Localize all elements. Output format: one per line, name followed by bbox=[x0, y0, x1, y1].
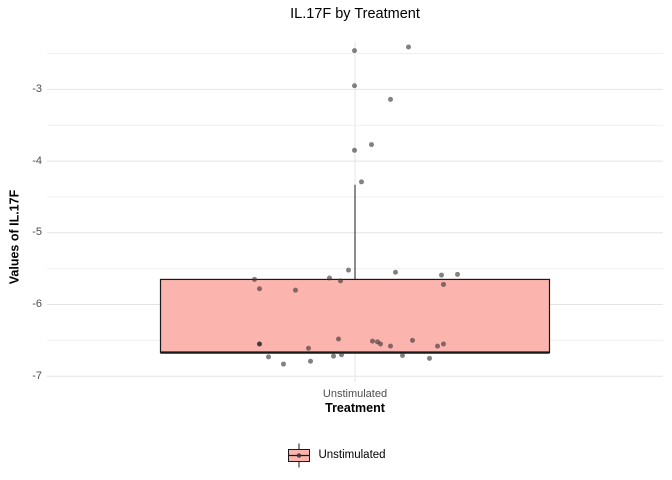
jitter-point bbox=[441, 341, 446, 347]
box bbox=[159, 278, 551, 354]
jitter-point bbox=[410, 337, 415, 343]
jitter-point bbox=[439, 272, 444, 278]
jitter-point bbox=[331, 353, 336, 359]
jitter-point bbox=[388, 96, 393, 102]
jitter-point bbox=[388, 343, 393, 349]
legend-item-label: Unstimulated bbox=[318, 449, 386, 461]
jitter-point bbox=[359, 179, 364, 185]
jitter-point bbox=[455, 271, 460, 277]
jitter-point bbox=[441, 281, 446, 287]
jitter-point bbox=[306, 345, 311, 351]
jitter-point bbox=[336, 336, 341, 342]
jitter-point bbox=[352, 83, 357, 89]
jitter-point bbox=[370, 338, 375, 344]
jitter-point bbox=[327, 275, 332, 281]
jitter-point bbox=[339, 352, 344, 358]
x-axis-title: Treatment bbox=[325, 401, 385, 415]
y-tick-label: -5 bbox=[32, 226, 42, 239]
chart-title: IL.17F by Treatment bbox=[290, 6, 420, 22]
jitter-point bbox=[427, 355, 432, 361]
legend: Unstimulated bbox=[0, 440, 672, 470]
jitter-point bbox=[293, 287, 298, 293]
jitter-point bbox=[400, 352, 405, 358]
y-tick-label: -7 bbox=[32, 369, 42, 382]
jitter-point bbox=[393, 269, 398, 275]
jitter-point bbox=[308, 358, 313, 364]
jitter-point bbox=[346, 267, 351, 273]
jitter-point bbox=[252, 276, 257, 282]
jitter-point bbox=[378, 341, 383, 347]
jitter-point bbox=[338, 278, 343, 284]
jitter-point bbox=[369, 142, 374, 148]
jitter-point bbox=[257, 286, 262, 292]
jitter-point bbox=[257, 341, 262, 347]
y-tick-label: -6 bbox=[32, 298, 42, 311]
y-tick-label: -4 bbox=[32, 154, 42, 167]
jitter-point bbox=[352, 147, 357, 153]
jitter-point bbox=[266, 354, 271, 360]
y-tick-label: -3 bbox=[32, 82, 42, 95]
jitter-point bbox=[352, 48, 357, 54]
legend-key-boxplot-icon bbox=[288, 443, 311, 467]
x-tick-label-unstimulated: Unstimulated bbox=[322, 388, 388, 400]
jitter-point bbox=[281, 361, 286, 367]
jitter-point bbox=[406, 44, 411, 50]
jitter-point bbox=[435, 343, 440, 349]
